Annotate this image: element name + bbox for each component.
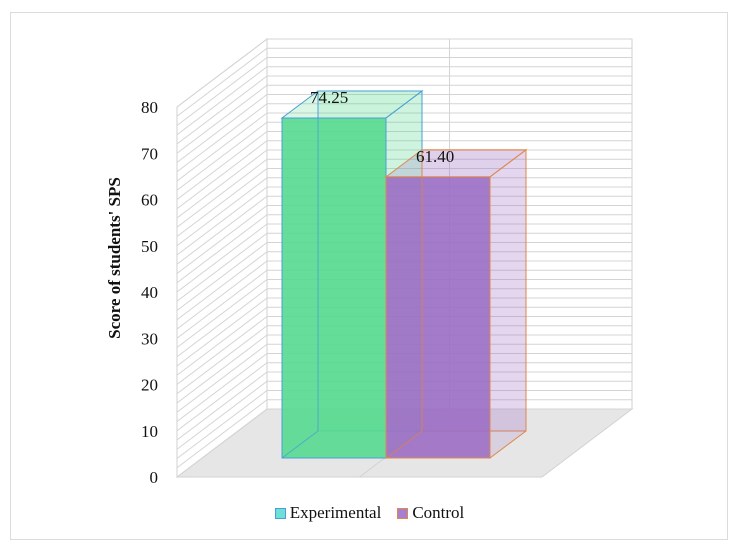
bar-control (384, 148, 528, 459)
gridline-side (176, 66, 268, 136)
legend-item-control: Control (397, 503, 464, 523)
gridline-side (176, 325, 268, 395)
gridline-side (176, 223, 268, 293)
gridline-side (176, 343, 268, 413)
y-tick-label: 60 (141, 191, 158, 210)
y-tick-label: 40 (141, 283, 158, 302)
gridline-side (176, 251, 268, 321)
y-tick-label: 50 (141, 237, 158, 256)
legend-item-experimental: Experimental (274, 503, 382, 523)
legend: Experimental Control (0, 503, 739, 523)
gridline-side (176, 306, 268, 376)
gridline-side (176, 94, 268, 163)
gridline-side (176, 353, 268, 422)
gridline-side (176, 140, 268, 210)
gridline-side (176, 195, 268, 265)
legend-swatch-experimental (274, 507, 286, 519)
gridline-side (176, 103, 268, 173)
y-tick-label: 70 (141, 144, 158, 163)
gridline-side (176, 168, 268, 237)
y-tick-label: 30 (141, 329, 158, 348)
gridline-side (176, 149, 268, 219)
data-labels: 74.25 61.40 (310, 88, 454, 166)
gridline-side (176, 380, 268, 450)
bar-front-face (281, 117, 387, 459)
y-tick-label: 80 (141, 98, 158, 117)
gridline-side (176, 242, 268, 311)
bars (280, 90, 528, 459)
bar-front-face (385, 176, 491, 459)
gridline-side (176, 57, 268, 126)
gridline-side (176, 75, 268, 145)
gridline-side (176, 334, 268, 404)
legend-swatch-control (397, 507, 409, 519)
gridline-side (176, 47, 268, 117)
gridline-side (176, 408, 268, 478)
legend-label-experimental: Experimental (289, 503, 382, 522)
gridline-side (176, 232, 268, 302)
gridline-side (176, 279, 268, 348)
bar-side-face (489, 148, 527, 459)
data-label-experimental: 74.25 (310, 88, 348, 107)
gridline-side (176, 38, 268, 108)
gridline-side (176, 84, 268, 154)
gridline-side (176, 260, 268, 330)
gridline-side (176, 390, 268, 459)
gridline-side (176, 316, 268, 385)
gridline-side (176, 399, 268, 469)
bar-edge (385, 430, 423, 459)
y-tick-label: 20 (141, 376, 158, 395)
gridline-side (176, 269, 268, 339)
gridline-side (176, 214, 268, 284)
gridline-side (176, 371, 268, 441)
gridline-side (176, 362, 268, 432)
gridline-side (176, 112, 268, 182)
gridline-side (176, 297, 268, 367)
bar-edge (281, 430, 319, 459)
gridline-side (176, 205, 268, 274)
gridline-side (176, 186, 268, 256)
legend-label-control: Control (412, 503, 465, 522)
gridline-side (176, 177, 268, 247)
data-label-control: 61.40 (416, 147, 454, 166)
gridline-side (176, 131, 268, 200)
gridline-side (176, 121, 268, 191)
y-tick-label: 10 (141, 422, 158, 441)
gridline-side (176, 158, 268, 228)
gridline-side (176, 288, 268, 358)
y-axis-ticks: 0 10 20 30 40 50 60 70 80 (141, 98, 158, 487)
y-tick-label: 0 (150, 468, 159, 487)
y-axis-title: Score of students' SPS (105, 177, 124, 339)
